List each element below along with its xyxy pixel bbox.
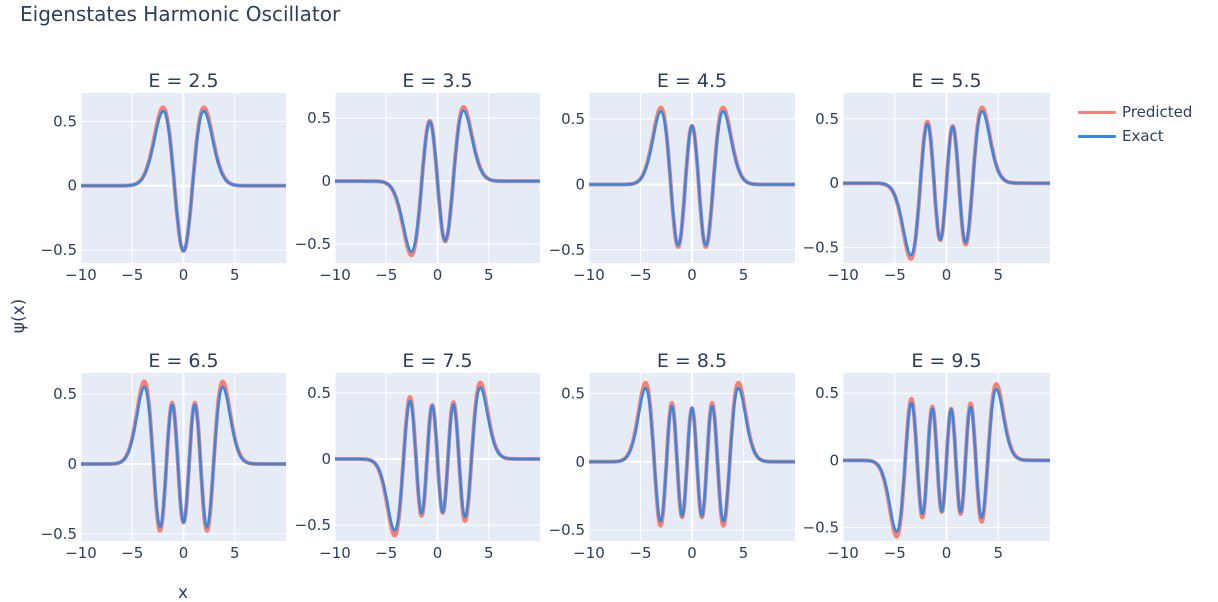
series-exact-line[interactable] [334, 386, 541, 532]
subplot-title: E = 7.5 [402, 350, 472, 372]
legend-item-predicted[interactable]: Predicted [1078, 100, 1192, 124]
x-tick-label: 0 [179, 266, 189, 284]
x-tick-label: −10 [65, 544, 97, 562]
y-tick-label: 0 [575, 176, 585, 194]
x-tick-label: −10 [65, 266, 97, 284]
x-tick-label: −10 [573, 544, 605, 562]
x-tick-label: −5 [375, 266, 397, 284]
y-tick-label: 0 [575, 453, 585, 471]
x-tick-label: 5 [993, 544, 1003, 562]
y-tick-label: 0.5 [53, 385, 77, 403]
series-exact-line[interactable] [80, 109, 287, 253]
x-tick-label: −10 [319, 544, 351, 562]
y-tick-label: 0 [67, 455, 77, 473]
x-tick-label: 0 [433, 266, 443, 284]
y-tick-label: −0.5 [295, 516, 331, 534]
x-tick-label: −5 [121, 266, 143, 284]
series-exact-line[interactable] [842, 109, 1051, 257]
y-tick-label: 0.5 [815, 110, 839, 128]
x-tick-label: −5 [629, 544, 651, 562]
x-tick-label: 0 [687, 544, 697, 562]
x-tick-label: −10 [319, 266, 351, 284]
x-tick-label: 0 [433, 544, 443, 562]
y-tick-label: 0.5 [307, 384, 331, 402]
subplot-title: E = 8.5 [657, 350, 727, 372]
y-tick-label: 0.5 [53, 112, 77, 130]
y-tick-label: −0.5 [41, 241, 77, 259]
series-exact-line[interactable] [334, 109, 541, 253]
y-tick-label: −0.5 [803, 519, 839, 537]
x-tick-label: −5 [629, 266, 651, 284]
x-tick-label: −5 [884, 266, 906, 284]
series-exact-line[interactable] [842, 387, 1051, 533]
y-tick-label: 0 [829, 451, 839, 469]
x-tick-label: −5 [121, 544, 143, 562]
series-exact-line[interactable] [588, 386, 796, 523]
y-tick-label: −0.5 [295, 235, 331, 253]
x-tick-label: 5 [484, 266, 494, 284]
x-tick-label: 5 [484, 544, 494, 562]
subplot-title: E = 9.5 [911, 350, 981, 372]
y-tick-label: −0.5 [803, 239, 839, 257]
y-tick-label: 0.5 [561, 110, 585, 128]
subplot-title: E = 5.5 [911, 70, 981, 92]
y-tick-label: 0.5 [815, 384, 839, 402]
y-tick-label: 0 [321, 172, 331, 190]
y-tick-label: 0.5 [307, 109, 331, 127]
legend-line-exact [1078, 134, 1116, 138]
x-tick-label: −10 [827, 266, 859, 284]
legend-label-predicted: Predicted [1122, 103, 1193, 121]
y-tick-label: −0.5 [549, 521, 585, 539]
x-tick-label: 0 [179, 544, 189, 562]
series-exact-line[interactable] [80, 385, 287, 529]
x-tick-label: 5 [230, 544, 240, 562]
x-tick-label: 0 [687, 266, 697, 284]
subplot-title: E = 3.5 [402, 70, 472, 92]
x-tick-label: 0 [942, 266, 952, 284]
legend: Predicted Exact [1078, 100, 1192, 148]
x-tick-label: 5 [230, 266, 240, 284]
series-exact-line[interactable] [588, 110, 796, 247]
y-tick-label: 0 [321, 450, 331, 468]
x-tick-label: −10 [573, 266, 605, 284]
subplot-title: E = 2.5 [148, 70, 218, 92]
x-tick-label: 5 [739, 544, 749, 562]
legend-item-exact[interactable]: Exact [1078, 124, 1192, 148]
x-axis-title: x [178, 583, 188, 602]
y-tick-label: 0.5 [561, 384, 585, 402]
subplot-title: E = 6.5 [148, 350, 218, 372]
x-tick-label: 0 [942, 544, 952, 562]
y-tick-label: 0 [829, 174, 839, 192]
y-tick-label: −0.5 [549, 241, 585, 259]
x-tick-label: −10 [827, 544, 859, 562]
y-axis-title: ψ(x) [9, 299, 29, 334]
legend-line-predicted [1078, 110, 1116, 114]
x-tick-label: 5 [739, 266, 749, 284]
x-tick-label: −5 [375, 544, 397, 562]
page-title: Eigenstates Harmonic Oscillator [20, 2, 341, 26]
subplot-title: E = 4.5 [657, 70, 727, 92]
y-tick-label: 0 [67, 177, 77, 195]
legend-label-exact: Exact [1122, 127, 1164, 145]
y-tick-label: −0.5 [41, 525, 77, 543]
x-tick-label: 5 [993, 266, 1003, 284]
x-tick-label: −5 [884, 544, 906, 562]
